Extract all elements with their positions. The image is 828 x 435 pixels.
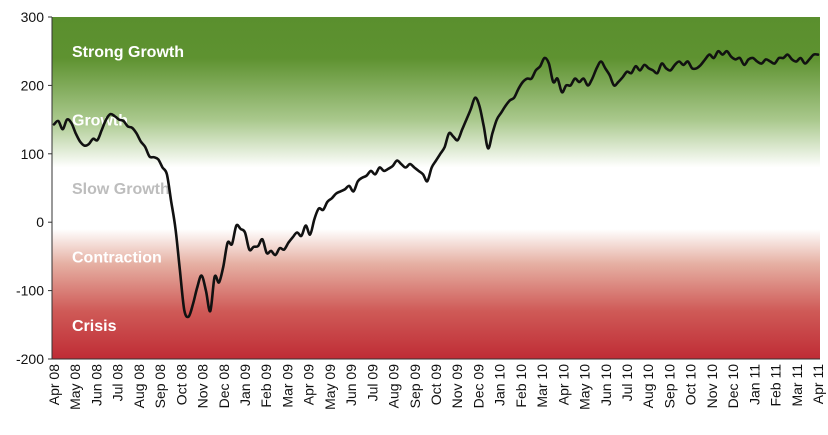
zone-label: Slow Growth bbox=[72, 181, 170, 198]
y-tick-label: -200 bbox=[16, 351, 44, 367]
x-tick-label: Dec 08 bbox=[216, 364, 232, 409]
x-tick-label: Oct 09 bbox=[428, 364, 444, 405]
y-tick-label: 100 bbox=[21, 146, 45, 162]
x-tick-label: May 09 bbox=[322, 364, 338, 410]
x-tick-label: Jul 08 bbox=[110, 364, 126, 402]
x-tick-label: Feb 09 bbox=[258, 364, 274, 408]
zone-label: Strong Growth bbox=[72, 44, 184, 61]
y-tick-label: 300 bbox=[21, 9, 45, 25]
x-tick-label: May 08 bbox=[67, 364, 83, 410]
x-tick-label: Oct 08 bbox=[173, 364, 189, 405]
x-tick-label: Jul 09 bbox=[364, 364, 380, 402]
x-tick-label: Feb 10 bbox=[513, 364, 529, 408]
x-tick-label: Mar 09 bbox=[279, 364, 295, 408]
x-tick-label: Jun 10 bbox=[598, 364, 614, 406]
x-tick-label: Dec 10 bbox=[725, 364, 741, 409]
x-tick-label: Mar 10 bbox=[534, 364, 550, 408]
x-tick-label: Sep 10 bbox=[661, 364, 677, 409]
x-tick-label: Jan 11 bbox=[746, 364, 762, 405]
x-tick-label: Apr 10 bbox=[555, 364, 571, 405]
x-tick-label: Dec 09 bbox=[470, 364, 486, 409]
x-tick-label: Aug 09 bbox=[386, 364, 402, 409]
y-axis: -200 -100 0 100 200 300 bbox=[16, 9, 52, 367]
x-tick-label: Sep 08 bbox=[152, 364, 168, 409]
x-tick-label: Sep 09 bbox=[407, 364, 423, 409]
y-tick-label: -100 bbox=[16, 283, 44, 299]
y-tick-label: 0 bbox=[36, 214, 44, 230]
zone-label: Contraction bbox=[72, 249, 162, 266]
x-tick-label: Aug 10 bbox=[640, 364, 656, 409]
x-tick-label: Apr 08 bbox=[46, 364, 62, 405]
x-tick-label: Oct 10 bbox=[683, 364, 699, 405]
y-tick-label: 200 bbox=[21, 77, 45, 93]
x-tick-label: Jun 09 bbox=[343, 364, 359, 406]
x-tick-label: Nov 08 bbox=[195, 364, 211, 409]
x-tick-label: Nov 10 bbox=[704, 364, 720, 409]
x-tick-label: May 10 bbox=[577, 364, 593, 410]
x-tick-label: Apr 09 bbox=[301, 364, 317, 405]
x-tick-label: Jun 08 bbox=[88, 364, 104, 406]
x-tick-label: Aug 08 bbox=[131, 364, 147, 409]
x-tick-label: Feb 11 bbox=[768, 364, 784, 407]
series-line bbox=[52, 49, 820, 319]
x-axis: Apr 08 May 08 Jun 08 Jul 08 Aug 08 Sep 08 Oct … bbox=[46, 364, 826, 410]
x-tick-label: Mar 11 bbox=[789, 364, 805, 407]
x-tick-label: Apr 11 bbox=[810, 364, 826, 404]
x-tick-label: Jan 09 bbox=[237, 364, 253, 406]
x-tick-label: Nov 09 bbox=[449, 364, 465, 409]
x-tick-label: Jul 10 bbox=[619, 364, 635, 402]
x-tick-label: Jan 10 bbox=[492, 364, 508, 406]
zone-label: Crisis bbox=[72, 318, 117, 335]
plot-background bbox=[52, 17, 820, 359]
